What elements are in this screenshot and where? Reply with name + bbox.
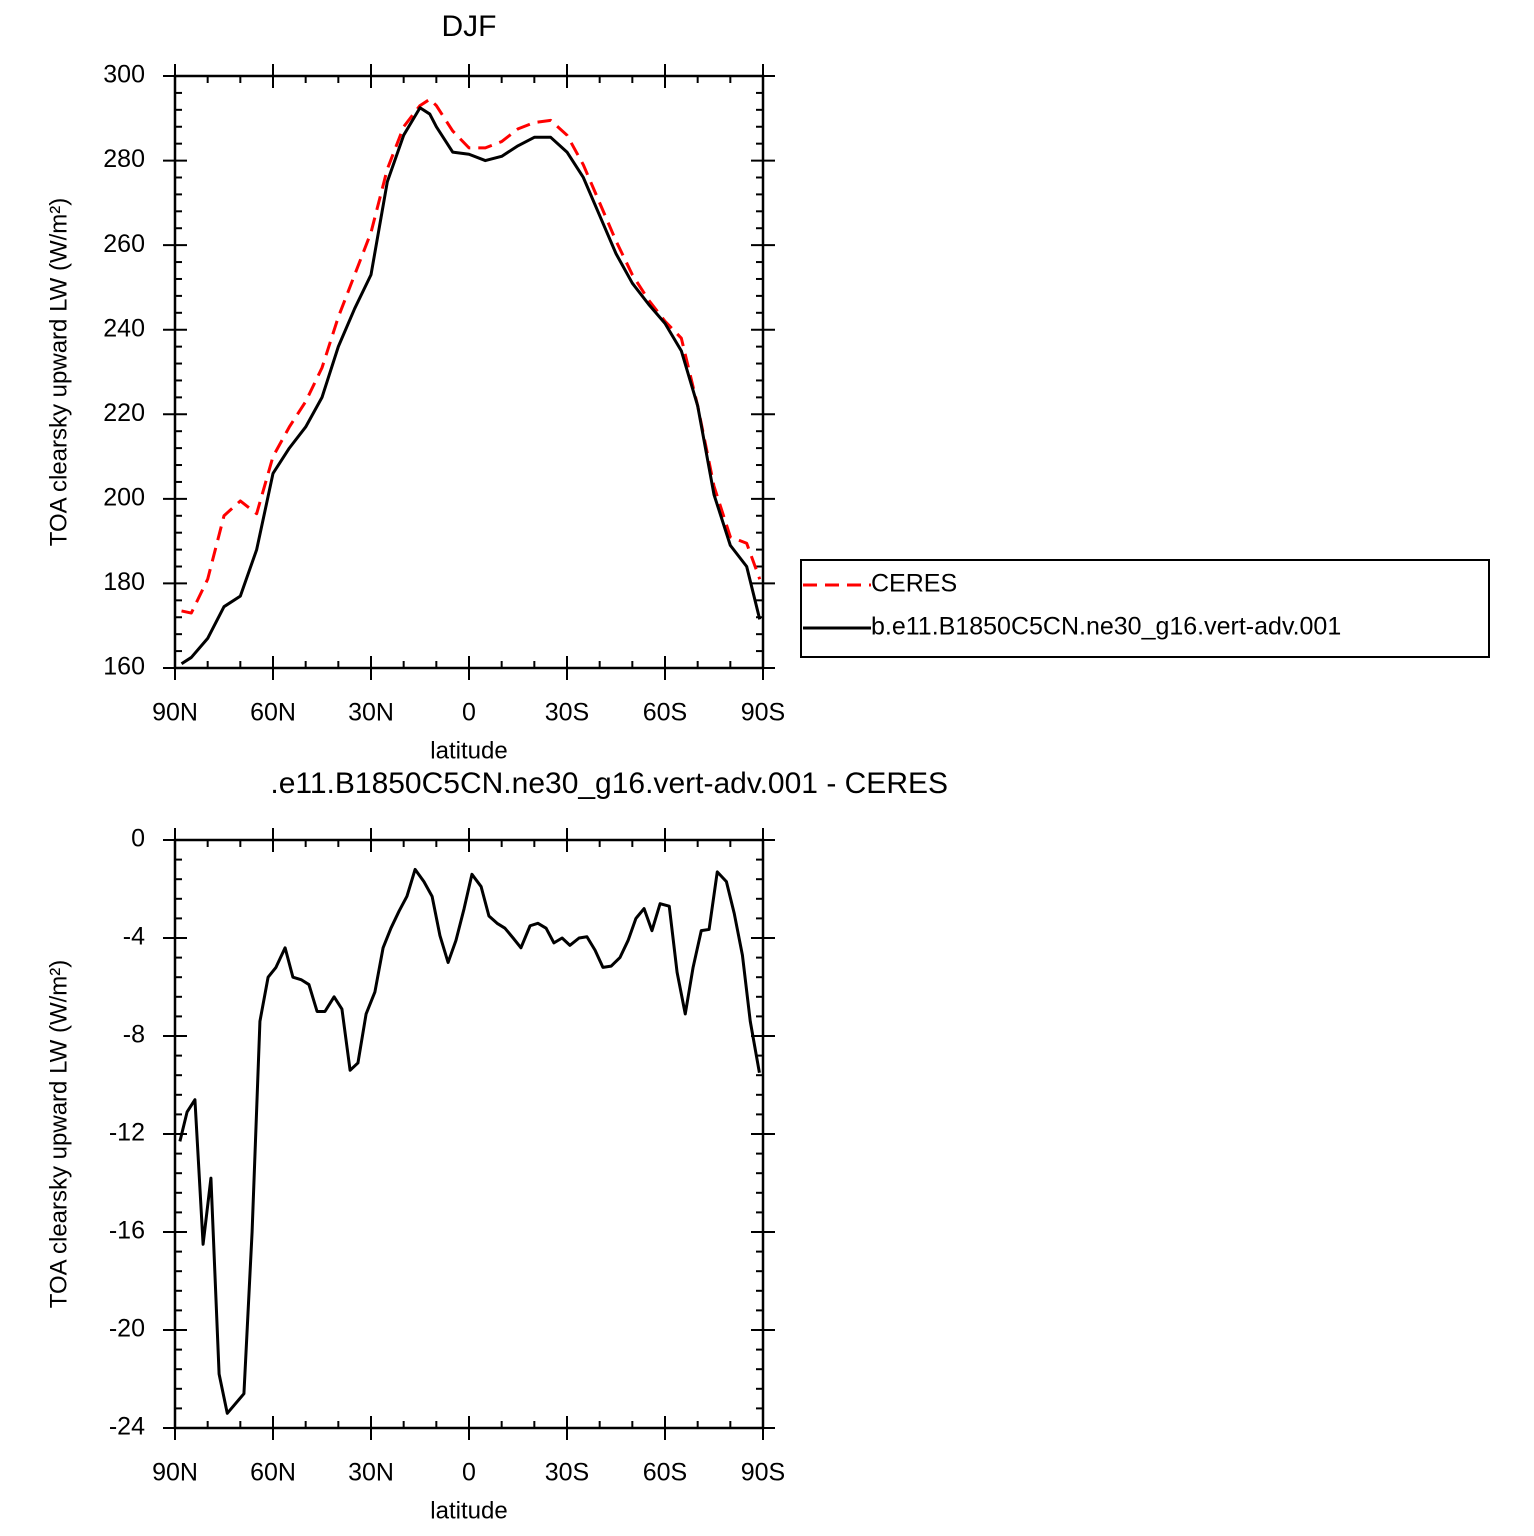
- chart-title: DJF: [442, 10, 497, 43]
- y-tick-label: -24: [109, 1413, 145, 1441]
- x-tick-label: 0: [462, 1459, 476, 1487]
- x-axis-label: latitude: [430, 1497, 507, 1524]
- legend-label: CERES: [871, 570, 957, 598]
- y-tick-label: 280: [103, 145, 145, 173]
- x-tick-label: 30S: [545, 699, 589, 727]
- y-tick-label: 220: [103, 399, 145, 427]
- y-tick-label: 300: [103, 61, 145, 89]
- x-tick-label: 60S: [643, 699, 687, 727]
- chart-title: .e11.B1850C5CN.ne30_g16.vert-adv.001 - C…: [270, 767, 948, 800]
- x-tick-label: 90N: [152, 1459, 198, 1487]
- y-tick-label: 180: [103, 568, 145, 596]
- x-tick-label: 30S: [545, 1459, 589, 1487]
- data-line: [178, 867, 761, 1415]
- x-tick-label: 30N: [348, 1459, 394, 1487]
- y-axis-label: TOA clearsky upward LW (W/m²): [45, 960, 72, 1309]
- data-line: [181, 97, 762, 615]
- y-tick-label: -8: [123, 1021, 145, 1049]
- x-tick-label: 0: [462, 699, 476, 727]
- y-tick-label: -4: [123, 923, 145, 951]
- x-tick-label: 60N: [250, 1459, 296, 1487]
- y-tick-label: 260: [103, 230, 145, 258]
- y-tick-label: 200: [103, 483, 145, 511]
- y-tick-label: -12: [109, 1119, 145, 1147]
- data-line: [180, 106, 762, 666]
- x-tick-label: 60N: [250, 699, 296, 727]
- legend-box: [800, 559, 1490, 658]
- y-axis-label: TOA clearsky upward LW (W/m²): [45, 198, 72, 547]
- legend-label: b.e11.B1850C5CN.ne30_g16.vert-adv.001: [871, 613, 1341, 641]
- y-tick-label: -16: [109, 1217, 145, 1245]
- plot-frame: [173, 838, 765, 1430]
- x-tick-label: 90S: [741, 699, 785, 727]
- x-tick-label: 30N: [348, 699, 394, 727]
- y-tick-label: 160: [103, 653, 145, 681]
- x-tick-label: 90N: [152, 699, 198, 727]
- x-tick-label: 60S: [643, 1459, 687, 1487]
- y-tick-label: 0: [131, 825, 145, 853]
- x-tick-label: 90S: [741, 1459, 785, 1487]
- y-tick-label: 240: [103, 314, 145, 342]
- plot-frame: [173, 74, 765, 670]
- y-tick-label: -20: [109, 1315, 145, 1343]
- x-axis-label: latitude: [430, 737, 507, 764]
